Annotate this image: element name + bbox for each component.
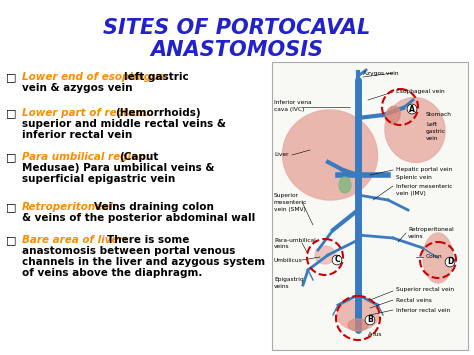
Text: Hepatic portal vein: Hepatic portal vein [396,168,452,173]
Text: veins: veins [408,235,424,240]
Text: Azygos vein: Azygos vein [363,71,399,76]
Ellipse shape [315,246,335,264]
Text: Stomach: Stomach [426,113,452,118]
Text: Veins draining colon: Veins draining colon [94,202,214,212]
Text: D: D [447,257,453,267]
Text: Para umbilical region:: Para umbilical region: [22,152,150,162]
Text: Rectal veins: Rectal veins [396,297,432,302]
Text: Bare area of liver:: Bare area of liver: [22,235,128,245]
Text: Inferior mesenteric: Inferior mesenteric [396,184,452,189]
Ellipse shape [348,319,368,331]
Text: gastric: gastric [426,130,446,135]
Text: (Hemorrhoids): (Hemorrhoids) [115,108,201,118]
Text: Superior rectal vein: Superior rectal vein [396,288,454,293]
Text: There is some: There is some [107,235,189,245]
Text: channels in the liver and azygous system: channels in the liver and azygous system [22,257,265,267]
Text: □: □ [6,235,17,245]
Text: □: □ [6,202,17,212]
Text: left gastric: left gastric [124,72,189,82]
Text: ANASTOMOSIS: ANASTOMOSIS [151,40,323,60]
Text: of veins above the diaphragm.: of veins above the diaphragm. [22,268,202,278]
Text: SITES OF PORTOCAVAL: SITES OF PORTOCAVAL [103,18,371,38]
Text: Superior: Superior [274,192,299,197]
Ellipse shape [385,98,445,163]
Text: □: □ [6,72,17,82]
Text: vein (SMV): vein (SMV) [274,207,306,212]
Text: Retroperitoneal: Retroperitoneal [408,228,454,233]
Ellipse shape [339,177,351,193]
Text: Lower end of esophagus:: Lower end of esophagus: [22,72,169,82]
Text: Left: Left [426,122,437,127]
FancyBboxPatch shape [272,62,468,350]
Text: C: C [334,256,340,264]
Text: inferior rectal vein: inferior rectal vein [22,130,132,140]
Ellipse shape [423,233,453,283]
Text: Inferior rectal vein: Inferior rectal vein [396,307,450,312]
Text: (Caput: (Caput [119,152,159,162]
Text: Retroperitoneal:: Retroperitoneal: [22,202,118,212]
Text: veins: veins [274,245,290,250]
Text: cava (IVC): cava (IVC) [274,108,304,113]
Text: anastomosis between portal venous: anastomosis between portal venous [22,246,236,256]
Text: □: □ [6,152,17,162]
Text: superficial epigastric vein: superficial epigastric vein [22,174,175,184]
Text: Para-umbilical: Para-umbilical [274,237,316,242]
Text: Esophageal vein: Esophageal vein [396,89,445,94]
Text: Anus: Anus [368,333,383,338]
Text: Lower part of rectum:: Lower part of rectum: [22,108,150,118]
Text: mesenteric: mesenteric [274,200,307,204]
Text: □: □ [6,108,17,118]
Text: B: B [367,316,373,324]
Text: Liver: Liver [274,153,289,158]
Text: vein & azygos vein: vein & azygos vein [22,83,133,93]
Text: Umbilicus: Umbilicus [274,257,303,262]
Text: Splenic vein: Splenic vein [396,175,432,180]
Text: Epigastric: Epigastric [274,278,303,283]
Text: vein: vein [426,137,438,142]
Ellipse shape [337,300,379,330]
Text: superior and middle rectal veins &: superior and middle rectal veins & [22,119,226,129]
Text: vein (IMV): vein (IMV) [396,191,426,196]
Text: A: A [409,104,415,114]
Text: Inferior vena: Inferior vena [274,100,311,105]
Ellipse shape [386,106,400,124]
Text: Colon: Colon [426,255,443,260]
Text: & veins of the posterior abdominal wall: & veins of the posterior abdominal wall [22,213,255,223]
Text: veins: veins [274,284,290,289]
Ellipse shape [283,110,377,200]
Text: Medusae) Para umbilical veins &: Medusae) Para umbilical veins & [22,163,214,173]
